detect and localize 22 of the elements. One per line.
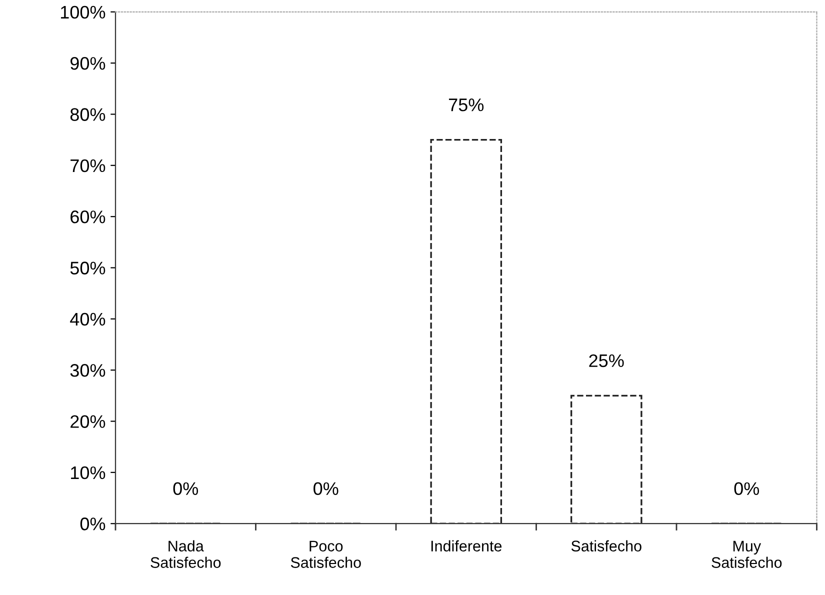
y-tick-label: 10% [71,466,106,480]
data-label: 0% [734,482,760,496]
x-tick-label: Nada Satisfecho [150,540,221,568]
y-tick-label: 70% [70,159,106,172]
y-tick-label: 60% [70,210,106,224]
y-tick-label: 40% [70,312,106,326]
y-tick-label: 90% [70,57,106,70]
y-tick-label: 30% [70,364,106,377]
x-tick-label: Satisfecho [571,540,642,552]
x-tick-label: Muy Satisfecho [712,540,782,568]
y-tick-label: 20% [70,415,106,428]
y-tick-label: 80% [70,108,106,121]
y-tick-label: 50% [70,262,106,274]
y-tick-label: 100% [60,6,106,19]
x-tick-label: Indiferente [431,540,502,552]
data-label: 0% [314,482,338,496]
x-tick-label: Poco Satisfecho [290,540,361,568]
y-tick-label: 0% [80,518,106,530]
bar [430,138,502,524]
data-label: 75% [448,98,484,112]
data-label: 0% [173,482,198,496]
data-label: 25% [589,354,624,368]
